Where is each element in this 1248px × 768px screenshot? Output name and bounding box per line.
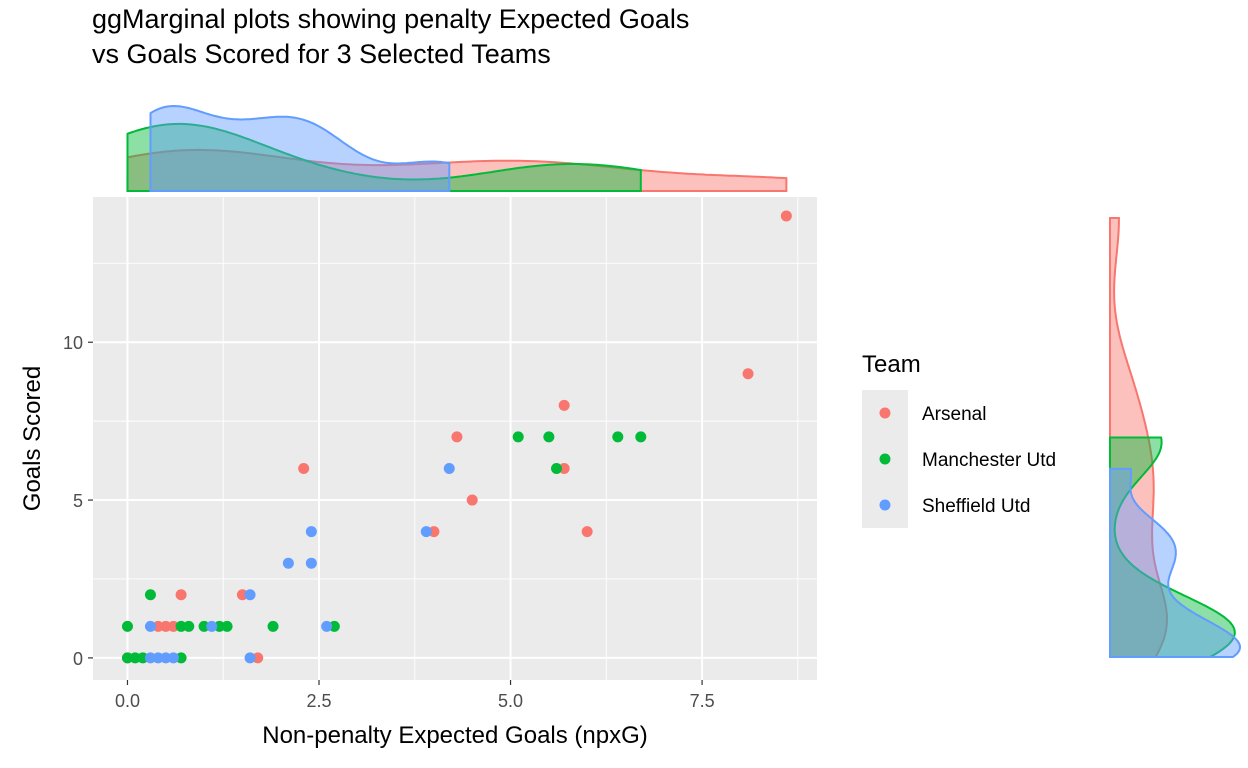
point-arsenal [236, 589, 248, 601]
point-arsenal [780, 210, 792, 222]
point-sheffield-utd [443, 462, 455, 474]
x-axis-label: Non-penalty Expected Goals (npxG) [262, 722, 648, 749]
point-arsenal [298, 462, 310, 474]
point-sheffield-utd [167, 652, 179, 664]
point-manchester-utd [221, 620, 233, 632]
point-manchester-utd [543, 431, 555, 443]
point-sheffield-utd [160, 652, 172, 664]
point-manchester-utd [328, 620, 340, 632]
point-manchester-utd [551, 462, 563, 474]
point-sheffield-utd [305, 557, 317, 569]
point-arsenal [428, 526, 440, 538]
y-tick-label: 5 [73, 491, 83, 511]
x-tick-label: 2.5 [306, 691, 331, 711]
point-manchester-utd [512, 431, 524, 443]
chart-title: ggMarginal plots showing penalty Expecte… [92, 2, 818, 72]
point-sheffield-utd [144, 620, 156, 632]
point-manchester-utd [183, 620, 195, 632]
point-manchester-utd [612, 431, 624, 443]
right-marginal-density [1109, 217, 1241, 658]
legend-key-manchester-utd [879, 453, 891, 465]
legend-label: Manchester Utd [922, 450, 1056, 471]
point-arsenal [742, 368, 754, 380]
legend-key-arsenal [879, 407, 891, 419]
point-sheffield-utd [321, 620, 333, 632]
point-arsenal [581, 526, 593, 538]
point-sheffield-utd [244, 652, 256, 664]
point-sheffield-utd [144, 652, 156, 664]
point-arsenal [160, 620, 172, 632]
legend-label: Arsenal [922, 404, 986, 425]
point-manchester-utd [144, 589, 156, 601]
y-axis-label: Goals Scored [19, 366, 46, 511]
point-arsenal [167, 620, 179, 632]
density-curve-right [1109, 436, 1236, 658]
axes: 0.0 2.5 5.0 7.5 0 5 10 [63, 333, 715, 711]
y-tick-label: 10 [63, 333, 83, 353]
x-tick-label: 7.5 [690, 691, 715, 711]
point-manchester-utd [121, 620, 133, 632]
point-arsenal [152, 620, 164, 632]
top-marginal-density [126, 104, 788, 192]
point-manchester-utd [137, 652, 149, 664]
point-manchester-utd [198, 620, 210, 632]
chart-title-line-2: vs Goals Scored for 3 Selected Teams [92, 39, 551, 69]
point-manchester-utd [121, 652, 133, 664]
point-arsenal [558, 462, 570, 474]
point-sheffield-utd [282, 557, 294, 569]
x-tick-label: 0.0 [115, 691, 140, 711]
legend-label: Sheffield Utd [922, 496, 1030, 517]
density-curve-right [1109, 467, 1241, 658]
point-arsenal [252, 652, 264, 664]
legend: Team Arsenal Manchester Utd Sheffield Utd [862, 351, 1056, 528]
point-arsenal [451, 431, 463, 443]
point-manchester-utd [129, 652, 141, 664]
y-tick-label: 0 [73, 649, 83, 669]
point-sheffield-utd [305, 526, 317, 538]
x-tick-label: 5.0 [498, 691, 523, 711]
point-sheffield-utd [206, 620, 218, 632]
point-manchester-utd [175, 620, 187, 632]
legend-key-sheffield-utd [879, 499, 891, 511]
point-arsenal [466, 494, 478, 506]
point-sheffield-utd [420, 526, 432, 538]
legend-title: Team [862, 351, 921, 378]
chart-title-line-1: ggMarginal plots showing penalty Expecte… [92, 4, 690, 34]
point-sheffield-utd [244, 589, 256, 601]
point-arsenal [175, 589, 187, 601]
density-curve-top [126, 148, 788, 192]
point-manchester-utd [213, 620, 225, 632]
density-curve-top [126, 122, 642, 192]
point-manchester-utd [267, 620, 279, 632]
point-arsenal [558, 399, 570, 411]
point-manchester-utd [635, 431, 647, 443]
point-sheffield-utd [152, 652, 164, 664]
grid-lines [93, 197, 817, 680]
scatter-points [121, 210, 792, 664]
density-curve-top [149, 104, 451, 192]
point-manchester-utd [175, 652, 187, 664]
